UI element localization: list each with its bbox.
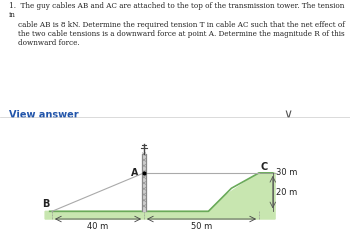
- Text: C: C: [260, 162, 267, 172]
- Text: B: B: [42, 199, 50, 209]
- Text: ∨: ∨: [284, 108, 293, 121]
- Text: 1.  The guy cables AB and AC are attached to the top of the transmission tower. : 1. The guy cables AB and AC are attached…: [9, 2, 345, 47]
- Text: 40 m: 40 m: [88, 222, 108, 229]
- Polygon shape: [45, 173, 275, 219]
- Text: View answer: View answer: [9, 109, 79, 120]
- Text: 50 m: 50 m: [191, 222, 212, 229]
- Text: 20 m: 20 m: [276, 188, 298, 197]
- Text: 30 m: 30 m: [276, 168, 298, 177]
- Text: A: A: [131, 168, 138, 178]
